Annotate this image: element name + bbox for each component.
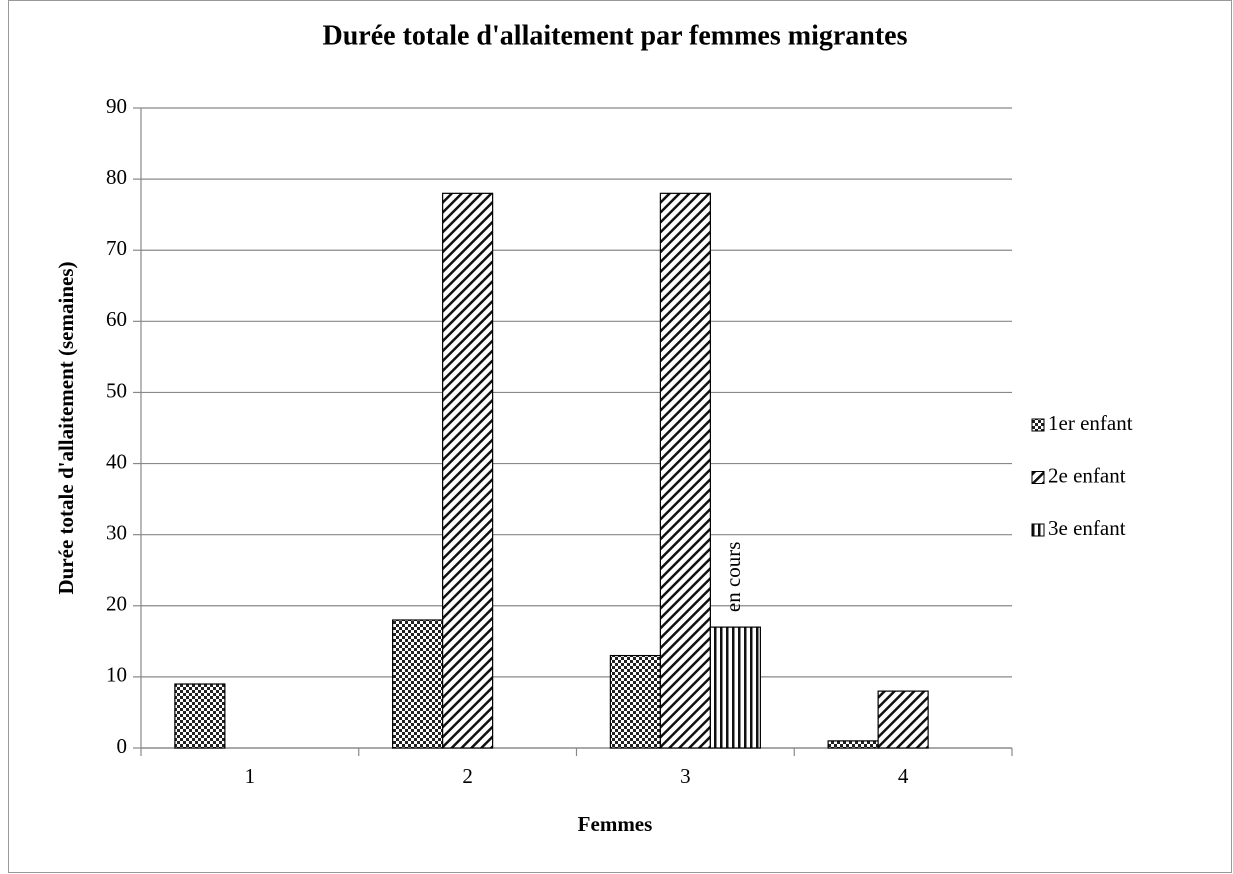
bar (827, 740, 879, 749)
annotation: en cours (721, 542, 745, 613)
bar (392, 619, 444, 749)
legend-swatch (1031, 418, 1045, 432)
legend-swatch (1031, 471, 1045, 484)
y-tick-label: 20 (106, 592, 127, 616)
bar (877, 690, 929, 749)
y-tick-label: 70 (106, 236, 127, 260)
legend-label: 1er enfant (1048, 411, 1133, 435)
x-tick-label: 4 (898, 764, 909, 788)
y-tick-label: 80 (106, 165, 127, 189)
y-tick-label: 50 (106, 378, 127, 402)
y-tick-label: 30 (106, 520, 127, 544)
x-axis-label: Femmes (578, 812, 653, 836)
bar (659, 192, 711, 749)
bar (442, 192, 494, 749)
y-tick-label: 10 (106, 663, 127, 687)
legend-label: 3e enfant (1048, 516, 1126, 540)
x-tick-label: 2 (462, 764, 473, 788)
y-axis-label: Durée totale d'allaitement (semaines) (54, 261, 78, 594)
x-tick-label: 3 (680, 764, 691, 788)
y-tick-label: 0 (117, 734, 128, 758)
bar (174, 683, 226, 749)
y-tick-label: 90 (106, 94, 127, 118)
chart-title: Durée totale d'allaitement par femmes mi… (323, 20, 908, 51)
y-tick-label: 60 (106, 307, 127, 331)
bar (709, 626, 761, 749)
x-tick-label: 1 (245, 764, 256, 788)
legend-label: 2e enfant (1048, 463, 1126, 487)
legend-swatch (1031, 523, 1045, 537)
bar (609, 654, 661, 749)
y-tick-label: 40 (106, 449, 127, 473)
